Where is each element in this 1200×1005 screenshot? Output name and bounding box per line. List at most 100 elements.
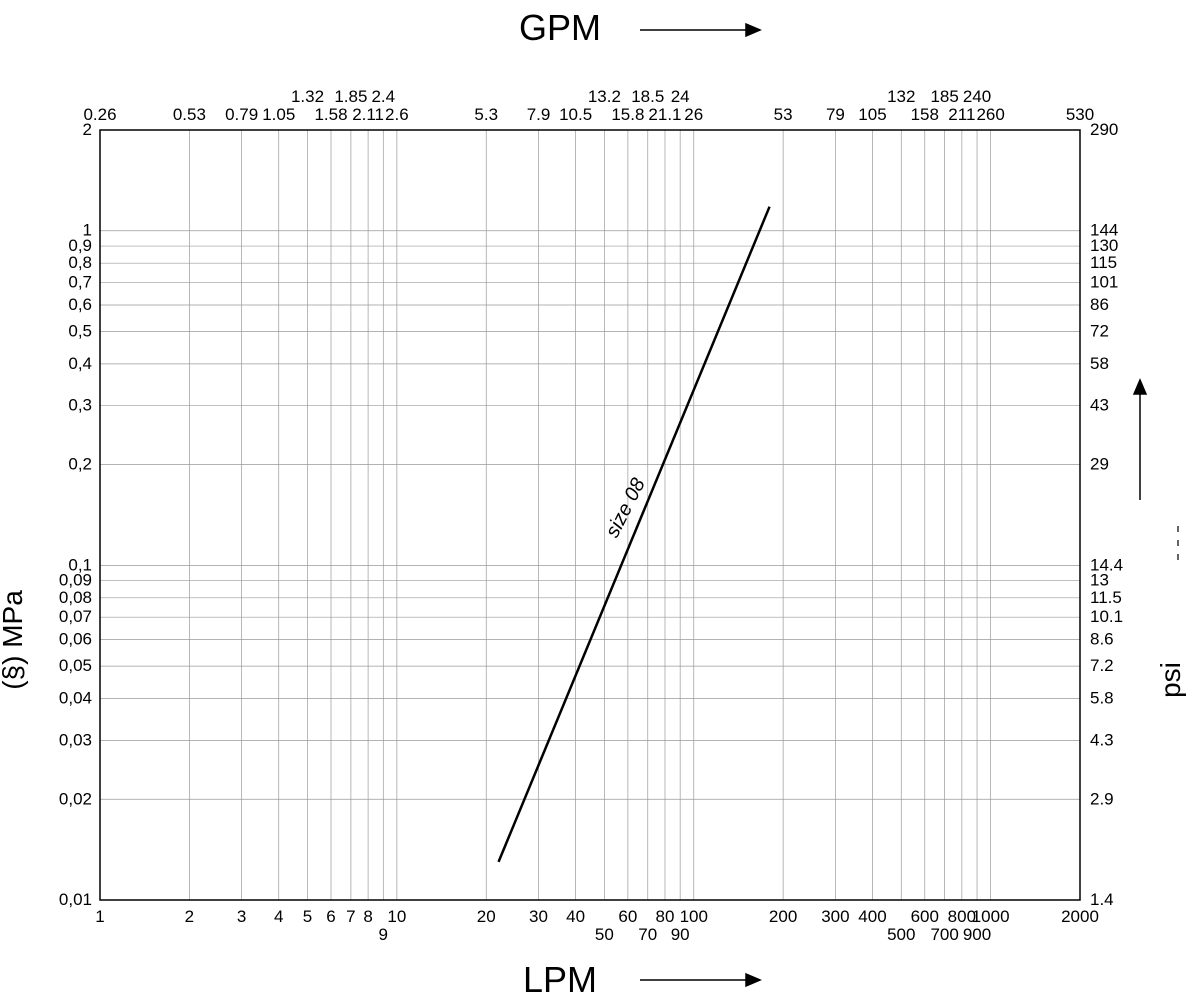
y-left-tick-label: 0,07: [59, 607, 92, 626]
y-left-ticks: 0,010,020,030,040,050,060,070,080,090,10…: [59, 120, 92, 909]
x-bottom-tick-label: 100: [680, 907, 708, 926]
x-top-tick-label: 1.58: [314, 105, 347, 124]
x-bottom-ticks: 1234567810203040608010020030040060080010…: [95, 907, 1099, 944]
y-right-tick-label: 5.8: [1090, 689, 1114, 708]
y-left-tick-label: 0,3: [68, 396, 92, 415]
y-right-tick-label: 4.3: [1090, 730, 1114, 749]
x-bottom-tick-label-offset: 9: [379, 925, 388, 944]
y-left-tick-label: 0,08: [59, 588, 92, 607]
x-bottom-tick-label: 1: [95, 907, 104, 926]
y-left-tick-label: 0,2: [68, 455, 92, 474]
x-bottom-tick-label-offset: 50: [595, 925, 614, 944]
y-right-axis-title: psi: [1155, 662, 1186, 698]
y-right-tick-label: 101: [1090, 273, 1118, 292]
y-right-tick-label: 14.4: [1090, 555, 1123, 574]
flow-pressure-chart: 1234567810203040608010020030040060080010…: [0, 0, 1200, 1005]
grid: [100, 130, 1080, 900]
x-top-tick-label: 2.11: [352, 105, 384, 124]
y-right-tick-label: 72: [1090, 321, 1109, 340]
arrow-bottom-icon: [640, 974, 760, 986]
y-left-tick-label: 0,8: [68, 253, 92, 272]
x-bottom-tick-label: 3: [237, 907, 246, 926]
x-top-tick-label-offset: 1.32: [291, 87, 324, 106]
x-bottom-tick-label: 80: [656, 907, 675, 926]
x-top-tick-label: 79: [826, 105, 845, 124]
x-bottom-tick-label-offset: 90: [671, 925, 690, 944]
x-bottom-tick-label-offset: 500: [887, 925, 915, 944]
x-top-tick-label: 26: [684, 105, 703, 124]
x-top-tick-label: 53: [774, 105, 793, 124]
x-top-tick-label-offset: 24: [671, 87, 690, 106]
x-bottom-tick-label: 20: [477, 907, 496, 926]
x-top-tick-label: 260: [976, 105, 1004, 124]
y-right-tick-label: 86: [1090, 295, 1109, 314]
x-top-tick-label: 1.05: [262, 105, 295, 124]
x-bottom-tick-label: 6: [326, 907, 335, 926]
y-right-tick-label: 290: [1090, 120, 1118, 139]
x-bottom-tick-label: 600: [911, 907, 939, 926]
x-bottom-tick-label: 60: [618, 907, 637, 926]
y-right-tick-label: 11.5: [1090, 588, 1122, 607]
x-top-tick-label: 15.8: [611, 105, 644, 124]
x-top-tick-label-offset: 13.2: [588, 87, 621, 106]
y-left-tick-label: 2: [83, 120, 92, 139]
x-top-tick-label-offset: 2.4: [371, 87, 395, 106]
y-right-tick-label: 43: [1090, 396, 1109, 415]
x-bottom-tick-label: 5: [303, 907, 312, 926]
series-label: size 08: [602, 475, 650, 541]
y-right-ticks: 1.42.94.35.87.28.610.111.51314.429435872…: [1090, 120, 1123, 909]
y-right-tick-label: 2.9: [1090, 789, 1114, 808]
y-right-tick-label: 1.4: [1090, 890, 1114, 909]
x-top-tick-label: 211: [948, 105, 975, 124]
y-right-tick-label: 115: [1090, 253, 1117, 272]
x-top-ticks: 0.260.530.791.051.582.112.65.37.910.515.…: [83, 87, 1094, 124]
x-bottom-tick-label: 4: [274, 907, 283, 926]
x-bottom-tick-label: 400: [858, 907, 886, 926]
x-bottom-tick-label: 10: [387, 907, 406, 926]
x-top-axis-title: GPM: [519, 7, 601, 48]
x-top-tick-label: 105: [858, 105, 886, 124]
x-bottom-axis-title: LPM: [523, 959, 597, 1000]
x-bottom-tick-label: 2: [185, 907, 194, 926]
arrow-top-icon: [640, 24, 760, 36]
x-top-tick-label-offset: 240: [963, 87, 991, 106]
y-left-tick-label: 1: [83, 221, 92, 240]
x-bottom-tick-label: 7: [346, 907, 355, 926]
y-right-tick-label: 7.2: [1090, 656, 1114, 675]
x-bottom-tick-label: 2000: [1061, 907, 1099, 926]
x-top-tick-label-offset: 18.5: [631, 87, 664, 106]
x-top-tick-label-offset: 1.85: [334, 87, 367, 106]
x-top-tick-label-offset: 132: [887, 87, 915, 106]
y-left-tick-label: 0,7: [68, 273, 92, 292]
y-left-tick-label: 0,5: [68, 321, 92, 340]
x-bottom-tick-label-offset: 70: [638, 925, 657, 944]
x-top-tick-label: 21.1: [648, 105, 681, 124]
y-left-tick-label: 0,02: [59, 789, 92, 808]
x-bottom-tick-label: 200: [769, 907, 797, 926]
y-left-tick-label: 0,04: [59, 689, 92, 708]
x-top-tick-label: 0.79: [225, 105, 258, 124]
y-right-tick-label: 10.1: [1090, 607, 1123, 626]
y-right-tick-label: 29: [1090, 455, 1109, 474]
y-right-tick-label: 8.6: [1090, 630, 1114, 649]
plot-border: [100, 130, 1080, 900]
x-bottom-tick-label: 8: [363, 907, 372, 926]
x-top-tick-label: 158: [911, 105, 939, 124]
y-left-tick-label: 0,06: [59, 630, 92, 649]
x-top-tick-label-offset: 185: [930, 87, 958, 106]
y-left-tick-label: 0,03: [59, 730, 92, 749]
y-left-tick-label: 0,4: [68, 354, 92, 373]
x-top-tick-label: 5.3: [474, 105, 498, 124]
arrow-right-icon: [1134, 380, 1146, 500]
y-left-tick-label: 0,01: [59, 890, 92, 909]
x-top-tick-label: 7.9: [527, 105, 551, 124]
x-bottom-tick-label: 30: [529, 907, 548, 926]
y-right-tick-label: 144: [1090, 221, 1118, 240]
x-bottom-tick-label-offset: 900: [963, 925, 991, 944]
x-top-tick-label: 10.5: [559, 105, 592, 124]
y-left-axis-title: (§) MPa: [0, 590, 28, 690]
x-top-tick-label: 2.6: [385, 105, 409, 124]
y-left-tick-label: 0,05: [59, 656, 92, 675]
x-bottom-tick-label-offset: 700: [930, 925, 958, 944]
x-bottom-tick-label: 1000: [972, 907, 1010, 926]
